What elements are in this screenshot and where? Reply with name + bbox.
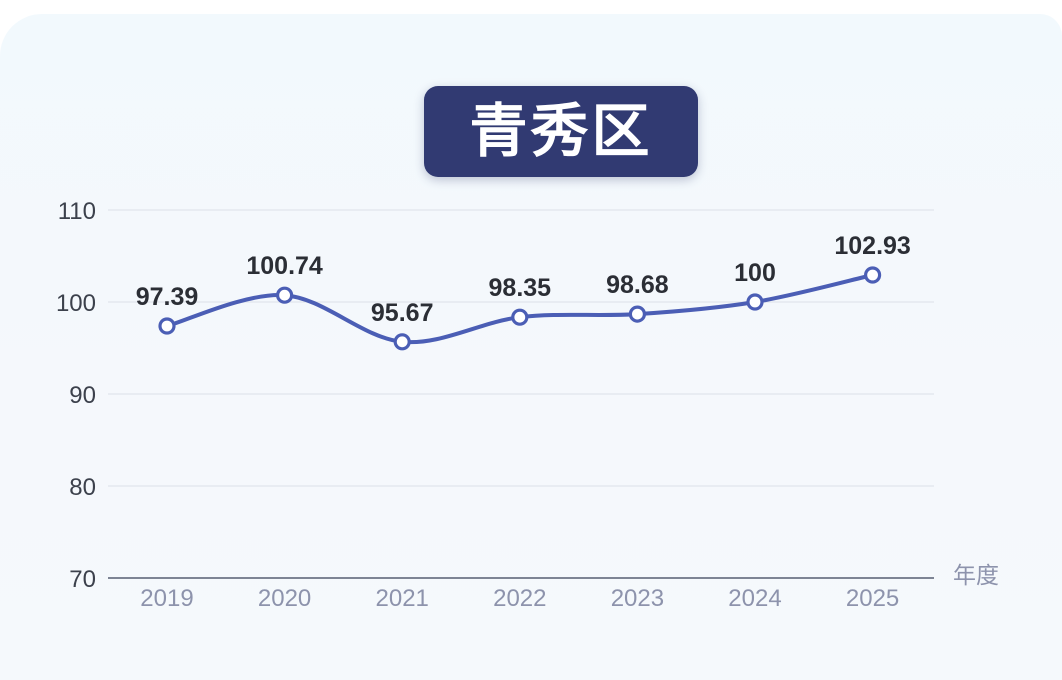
y-tick-label: 90 bbox=[69, 382, 96, 409]
data-point-marker[interactable] bbox=[746, 293, 764, 311]
x-tick-label: 2025 bbox=[846, 585, 899, 612]
x-tick-label: 2020 bbox=[258, 585, 311, 612]
data-point-label: 95.67 bbox=[371, 299, 434, 327]
x-tick-label: 2024 bbox=[728, 585, 781, 612]
y-tick-label: 80 bbox=[69, 474, 96, 501]
y-tick-label: 70 bbox=[69, 566, 96, 593]
y-tick-label: 110 bbox=[58, 198, 96, 225]
x-tick-label: 2022 bbox=[493, 585, 546, 612]
data-point-label: 100.74 bbox=[246, 252, 323, 280]
x-axis-title: 年度 bbox=[953, 562, 999, 588]
data-point-marker[interactable] bbox=[511, 308, 529, 326]
data-point-marker[interactable] bbox=[628, 305, 647, 323]
data-point-marker[interactable] bbox=[393, 333, 411, 351]
data-point-marker[interactable] bbox=[158, 317, 176, 335]
y-tick-label: 100 bbox=[56, 290, 96, 317]
x-tick-label: 2019 bbox=[140, 585, 193, 612]
data-point-label: 102.93 bbox=[834, 232, 910, 260]
chart-card: 青秀区 bbox=[0, 14, 1062, 680]
x-tick-label: 2021 bbox=[376, 585, 429, 612]
data-point-label: 98.35 bbox=[489, 274, 552, 302]
x-tick-label: 2023 bbox=[611, 585, 664, 612]
district-title-text: 青秀区 bbox=[469, 98, 653, 164]
data-point-label: 97.39 bbox=[136, 283, 199, 311]
data-point-label: 100 bbox=[734, 259, 776, 287]
data-point-marker[interactable] bbox=[863, 266, 882, 284]
data-point-marker[interactable] bbox=[276, 286, 294, 304]
district-title-badge: 青秀区 bbox=[424, 86, 698, 177]
data-point-label: 98.68 bbox=[606, 271, 669, 299]
